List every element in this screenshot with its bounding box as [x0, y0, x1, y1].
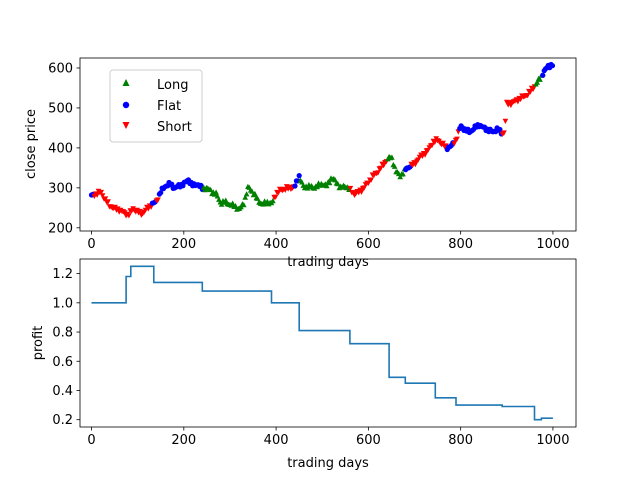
profit-chart-frame	[79, 258, 577, 428]
price-xtick-label: 600	[356, 237, 381, 252]
short-marker	[112, 204, 118, 211]
price-ytick-label: 400	[48, 141, 73, 156]
long-marker	[242, 194, 248, 200]
price-ytick-label: 600	[48, 61, 73, 76]
price-markers	[88, 61, 556, 219]
price-ytick-label: 500	[48, 101, 73, 116]
short-marker	[454, 136, 460, 142]
short-marker	[272, 194, 279, 200]
long-marker	[400, 171, 406, 177]
flat-marker	[540, 72, 546, 78]
short-marker	[501, 130, 507, 136]
profit-ytick-label: 0.4	[52, 384, 73, 399]
profit-chart-ylabel: profit	[31, 326, 46, 361]
profit-ytick-label: 1.2	[52, 267, 73, 282]
long-marker	[537, 76, 543, 82]
profit-chart-xlabel: trading days	[287, 456, 369, 471]
flat-marker	[296, 173, 302, 179]
long-marker	[241, 202, 247, 208]
profit-line	[91, 265, 553, 421]
long-marker	[391, 163, 398, 169]
short-marker	[102, 196, 109, 202]
short-marker	[375, 170, 381, 176]
long-marker	[252, 190, 258, 197]
price-xtick-label: 0	[87, 237, 95, 252]
legend-short-marker	[122, 122, 130, 129]
price-chart-frame	[79, 57, 577, 232]
legend: Long Flat Short	[109, 69, 203, 143]
short-marker	[105, 199, 111, 205]
legend-short-label: Short	[157, 120, 192, 135]
short-marker	[502, 118, 509, 124]
long-marker	[243, 191, 250, 197]
flat-marker	[292, 183, 298, 189]
short-marker	[440, 140, 446, 147]
short-marker	[148, 204, 154, 210]
short-marker	[126, 213, 132, 219]
legend-long-label: Long	[157, 78, 188, 93]
short-marker	[98, 189, 104, 196]
profit-chart-ticks: 0 200 400 600 800 1000 0.2 0.4 0.6 0.8 1.0 1.2	[52, 267, 569, 448]
flat-marker	[198, 182, 204, 188]
profit-xtick-label: 400	[264, 433, 289, 448]
short-marker	[137, 208, 143, 215]
long-marker	[314, 184, 320, 190]
price-chart-ticks: 0 200 400 600 800 1000 200 300 400 500 600	[48, 61, 569, 252]
long-marker	[270, 197, 276, 204]
flat-marker	[549, 63, 556, 69]
long-marker	[326, 180, 333, 186]
price-chart-xlabel: trading days	[287, 255, 369, 270]
profit-xtick-label: 600	[356, 433, 381, 448]
legend-box	[109, 69, 203, 143]
short-marker	[422, 152, 428, 158]
profit-xtick-label: 0	[87, 433, 95, 448]
price-xtick-label: 200	[171, 237, 196, 252]
short-marker	[99, 193, 106, 199]
short-marker	[122, 210, 128, 216]
legend-flat-label: Flat	[157, 99, 181, 114]
short-marker	[378, 165, 384, 172]
short-marker	[155, 197, 161, 203]
short-marker	[429, 142, 435, 149]
price-xtick-label: 800	[448, 237, 473, 252]
profit-ytick-label: 1.0	[52, 296, 73, 311]
flat-marker	[158, 190, 164, 196]
price-ytick-label: 200	[48, 221, 73, 236]
long-marker	[534, 79, 540, 85]
short-marker	[443, 143, 449, 149]
price-xtick-label: 1000	[536, 237, 569, 252]
profit-chart: 0 200 400 600 800 1000 0.2 0.4 0.6 0.8 1.0 1.2 prof…	[31, 258, 577, 471]
long-marker	[207, 186, 214, 193]
long-marker	[389, 154, 395, 160]
profit-ytick-label: 0.2	[52, 413, 73, 428]
legend-flat-marker	[122, 101, 130, 109]
price-xtick-label: 400	[264, 237, 289, 252]
flat-marker	[169, 181, 175, 187]
long-marker	[218, 201, 225, 207]
short-marker	[347, 185, 354, 192]
flat-marker	[497, 126, 503, 133]
profit-ytick-label: 0.6	[52, 355, 73, 370]
price-ytick-label: 300	[48, 181, 73, 196]
long-marker	[238, 203, 244, 210]
short-marker	[368, 177, 374, 183]
legend-long-marker	[122, 79, 130, 86]
profit-ytick-label: 0.8	[52, 326, 73, 341]
short-marker	[524, 93, 531, 99]
profit-xtick-label: 800	[448, 433, 473, 448]
price-chart-ylabel: close price	[24, 109, 39, 179]
long-marker	[324, 183, 330, 189]
profit-xtick-label: 200	[171, 433, 196, 448]
price-chart: 0 200 400 600 800 1000 200 300 400 500 600 close p…	[24, 57, 577, 270]
profit-xtick-label: 1000	[536, 433, 569, 448]
